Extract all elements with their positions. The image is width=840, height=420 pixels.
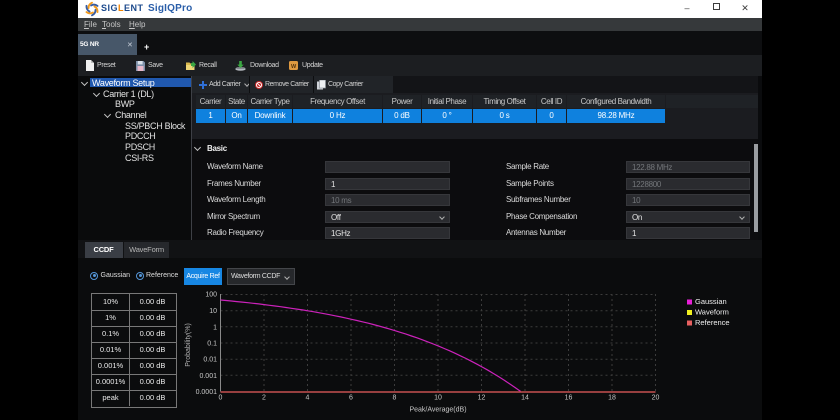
svg-text:10: 10 (434, 395, 442, 402)
svg-text:1: 1 (213, 324, 217, 331)
svg-text:Gaussian: Gaussian (695, 297, 727, 306)
svg-text:Peak/Average(dB): Peak/Average(dB) (409, 407, 466, 414)
svg-text:0: 0 (219, 395, 223, 402)
svg-text:Reference: Reference (695, 318, 730, 327)
svg-text:4: 4 (306, 395, 310, 402)
svg-text:0.0001: 0.0001 (196, 389, 218, 396)
svg-text:W: W (291, 64, 297, 70)
svg-text:0.01: 0.01 (203, 357, 217, 364)
svg-text:0.001: 0.001 (199, 373, 217, 380)
svg-text:100: 100 (205, 292, 217, 299)
svg-text:16: 16 (565, 395, 573, 402)
svg-text:Probability(%): Probability(%) (185, 323, 192, 367)
svg-text:6: 6 (349, 395, 353, 402)
svg-text:Waveform: Waveform (695, 308, 729, 317)
svg-text:10: 10 (209, 308, 217, 315)
svg-text:14: 14 (521, 395, 529, 402)
svg-text:8: 8 (393, 395, 397, 402)
svg-text:12: 12 (478, 395, 486, 402)
svg-text:20: 20 (652, 395, 660, 402)
svg-text:2: 2 (262, 395, 266, 402)
svg-text:18: 18 (608, 395, 616, 402)
svg-text:0.1: 0.1 (207, 341, 217, 348)
